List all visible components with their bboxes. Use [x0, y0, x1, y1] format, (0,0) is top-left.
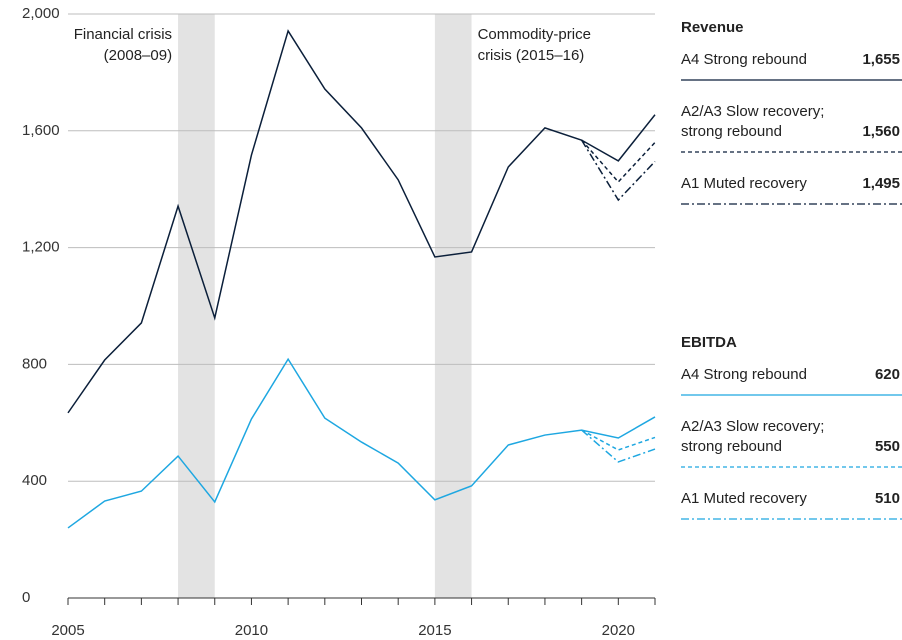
legend-title: EBITDA — [681, 334, 737, 351]
y-tick-label: 1,600 — [22, 122, 60, 139]
legend-name: A1 Muted recovery — [681, 490, 807, 507]
annotation: crisis (2015–16) — [478, 47, 585, 64]
annotation: Financial crisis — [74, 26, 172, 43]
x-tick-label: 2020 — [602, 622, 635, 639]
legend-name: A4 Strong rebound — [681, 366, 807, 383]
legend-value: 1,495 — [862, 175, 900, 192]
y-tick-label: 2,000 — [22, 5, 60, 22]
y-tick-label: 800 — [22, 355, 47, 372]
x-tick-label: 2015 — [418, 622, 451, 639]
legend-value: 510 — [874, 490, 900, 507]
legend-name: A2/A3 Slow recovery; strong rebound — [681, 103, 825, 140]
shaded-period — [434, 14, 472, 598]
legend-name: A1 Muted recovery — [681, 175, 807, 192]
annotation: Commodity-price — [478, 26, 591, 43]
line-series — [67, 357, 656, 529]
line-series — [581, 429, 656, 463]
legend-value: 550 — [874, 438, 900, 455]
legend-value: 620 — [874, 366, 900, 383]
legend-value: 1,560 — [862, 123, 900, 140]
y-tick-label: 400 — [22, 472, 47, 489]
shaded-period — [178, 14, 215, 598]
y-tick-label: 1,200 — [22, 239, 60, 256]
legend-name: A4 Strong rebound — [681, 51, 807, 68]
x-tick-label: 2010 — [235, 622, 268, 639]
legend-title: Revenue — [681, 19, 744, 36]
x-tick-label: 2005 — [51, 622, 84, 639]
y-tick-label: 0 — [22, 589, 30, 606]
annotation: (2008–09) — [104, 47, 172, 64]
line-series — [67, 29, 656, 414]
legend-name: A2/A3 Slow recovery; strong rebound — [681, 418, 825, 455]
legend-value: 1,655 — [862, 51, 900, 68]
line-series — [580, 139, 656, 202]
line-series — [581, 139, 656, 184]
